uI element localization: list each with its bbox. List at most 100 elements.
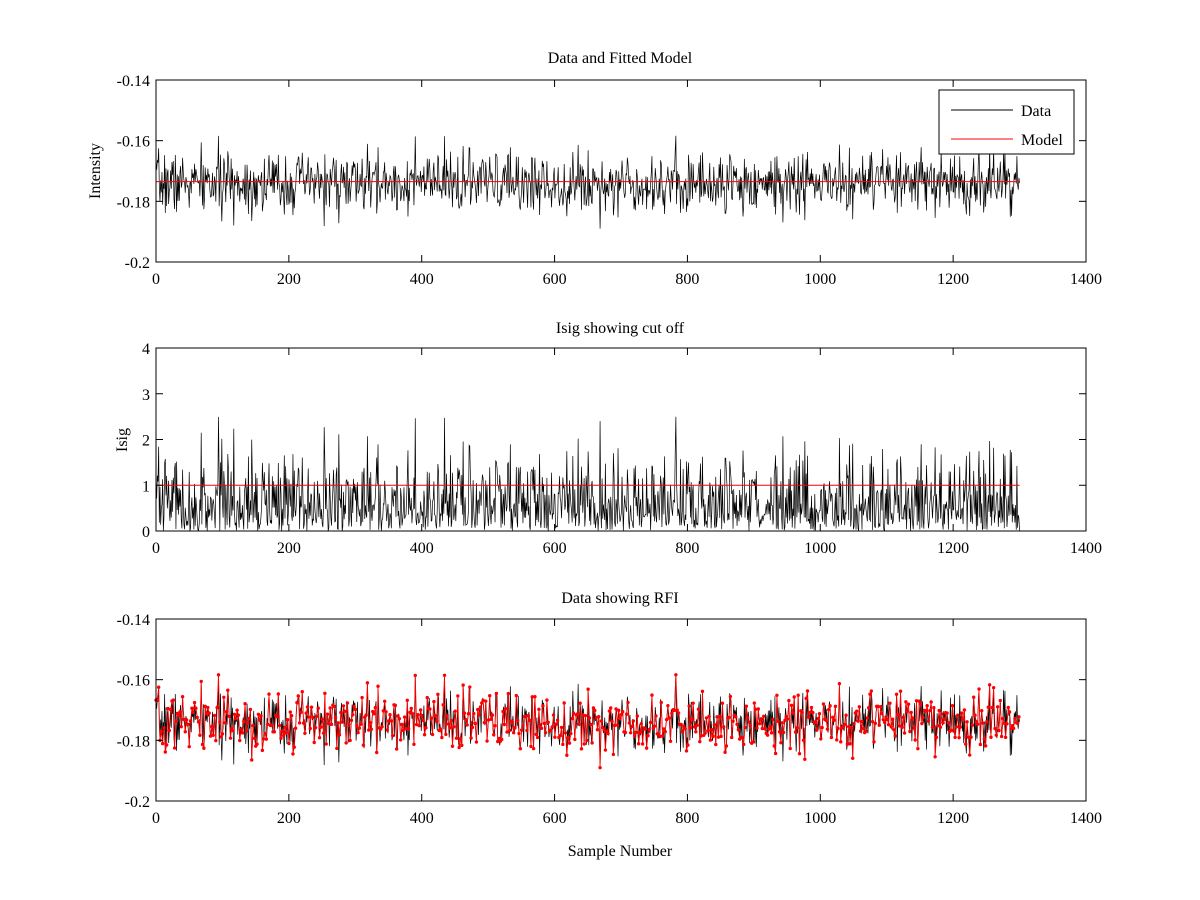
rfi-marker [315,714,319,718]
rfi-marker [250,758,254,762]
rfi-marker [585,738,589,743]
rfi-marker [365,681,370,685]
rfi-marker [276,692,281,696]
rfi-marker [179,725,183,729]
rfi-marker [345,701,350,705]
rfi-marker [344,741,348,745]
rfi-marker [164,743,169,747]
rfi-marker [194,706,198,710]
rfi-marker [381,709,386,713]
y-tick-label: 0 [142,524,150,541]
subplot-data-showing-rfi: Data showing RFI Sample Number 0 200 400 60… [117,590,1102,860]
rfi-marker [496,739,500,744]
rfi-marker [481,698,485,702]
rfi-marker [624,712,629,716]
rfi-marker [819,737,823,741]
rfi-marker [566,735,570,740]
rfi-marker [436,692,440,697]
rfi-marker [484,699,488,703]
rfi-marker [554,722,558,726]
rfi-marker [722,725,726,729]
rfi-marker [954,725,959,729]
rfi-marker [795,726,799,730]
rfi-marker [570,716,574,721]
rfi-marker [413,673,417,678]
rfi-marker [933,755,937,759]
rfi-marker [626,700,630,705]
rfi-marker [460,743,464,748]
rfi-marker [453,709,457,713]
rfi-marker [921,715,925,720]
rfi-marker [869,689,874,693]
rfi-marker [998,698,1002,703]
subplot-isig-cut-off: Isig showing cut off Isig 0 200 400 600 800 1… [114,320,1102,557]
rfi-marker [349,718,354,723]
rfi-marker [666,703,670,708]
rfi-marker [454,736,459,740]
rfi-marker [767,727,771,731]
rfi-marker [788,746,792,751]
rfi-marker [805,689,810,693]
rfi-marker [973,713,977,717]
rfi-marker [356,730,360,735]
rfi-marker [773,751,778,756]
rfi-marker [223,721,227,725]
rfi-marker [837,681,842,686]
rfi-marker [178,710,182,714]
rfi-marker [918,702,923,706]
rfi-marker [397,717,402,721]
rfi-marker [797,752,802,756]
rfi-marker [986,705,991,709]
rfi-marker [983,744,988,748]
rfi-marker [579,747,584,751]
subplot-title: Data showing RFI [561,590,678,607]
rfi-marker [902,731,907,735]
rfi-marker [417,723,421,728]
rfi-marker [449,718,453,723]
rfi-marker [398,738,403,742]
rfi-marker [341,704,346,708]
rfi-marker [965,720,969,724]
rfi-marker [652,724,657,728]
rfi-marker [478,705,483,709]
rfi-marker [876,704,880,709]
rfi-marker [885,717,889,722]
rfi-marker [860,719,864,724]
rfi-marker [421,718,425,723]
rfi-marker [901,715,905,720]
rfi-marker [905,709,909,713]
rfi-marker [539,726,544,730]
rfi-marker [521,723,525,728]
rfi-marker [575,712,580,716]
rfi-marker [989,735,993,739]
rfi-marker [917,699,921,703]
x-tick-label: 1200 [937,810,969,827]
rfi-marker [650,693,654,697]
rfi-marker [396,714,400,718]
rfi-marker [1015,721,1020,726]
rfi-marker [256,712,261,716]
rfi-marker [878,705,883,709]
rfi-marker [235,708,239,712]
rfi-marker [416,713,420,717]
rfi-marker [390,733,395,738]
rfi-marker [1001,716,1005,721]
rfi-marker [482,720,487,725]
rfi-marker [220,732,225,736]
y-tick-label: -0.2 [125,794,150,811]
rfi-marker [507,728,512,732]
rfi-marker [292,745,296,749]
x-tick-label: 800 [675,271,699,288]
rfi-marker [845,742,850,746]
rfi-marker [706,729,710,733]
rfi-marker [537,707,541,712]
rfi-marker [993,726,997,731]
rfi-marker [787,698,791,703]
rfi-marker [699,734,703,738]
rfi-marker [384,710,388,714]
rfi-marker [376,684,380,688]
rfi-marker [228,736,233,740]
rfi-marker [464,717,468,722]
rfi-marker [199,679,203,684]
rfi-marker [990,705,995,710]
